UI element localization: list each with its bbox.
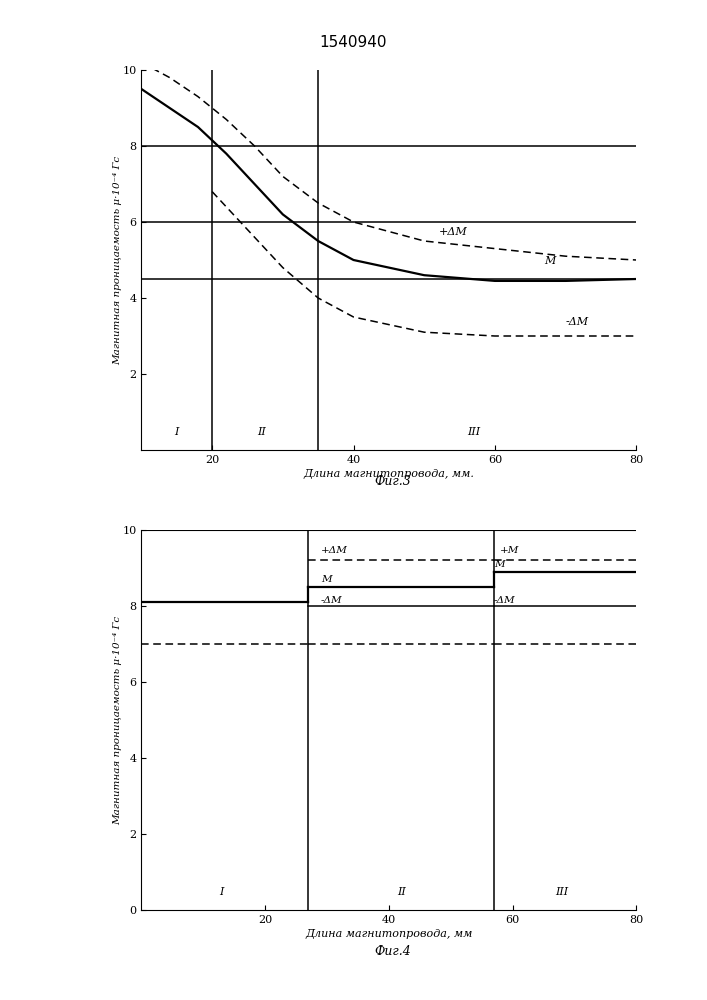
- Text: II: II: [257, 427, 266, 437]
- Y-axis label: Магнитная проницаемость μ·10⁻⁴ Гс: Магнитная проницаемость μ·10⁻⁴ Гс: [114, 155, 122, 365]
- Text: -ΔМ: -ΔМ: [494, 596, 515, 605]
- Text: -ΔМ: -ΔМ: [566, 317, 589, 327]
- Text: +ΔМ: +ΔМ: [438, 227, 467, 237]
- Text: +ΔМ: +ΔМ: [321, 546, 348, 555]
- Text: III: III: [467, 427, 480, 437]
- X-axis label: Длина магнитопровода, мм.: Длина магнитопровода, мм.: [303, 469, 474, 479]
- Text: 1540940: 1540940: [320, 35, 387, 50]
- Text: М: М: [494, 560, 505, 569]
- Text: I: I: [175, 427, 179, 437]
- Y-axis label: Магнитная проницаемость μ·10⁻⁴ Гс: Магнитная проницаемость μ·10⁻⁴ Гс: [114, 615, 122, 825]
- Text: I: I: [220, 887, 224, 897]
- Text: II: II: [397, 887, 406, 897]
- Text: +М: +М: [501, 546, 520, 555]
- Text: М: М: [544, 256, 556, 266]
- Text: Фиг.3: Фиг.3: [374, 475, 411, 488]
- Text: -ΔМ: -ΔМ: [321, 596, 342, 605]
- Text: М: М: [321, 575, 332, 584]
- Text: Фиг.4: Фиг.4: [374, 945, 411, 958]
- X-axis label: Длина магнитопровода, мм: Длина магнитопровода, мм: [305, 929, 472, 939]
- Text: III: III: [556, 887, 568, 897]
